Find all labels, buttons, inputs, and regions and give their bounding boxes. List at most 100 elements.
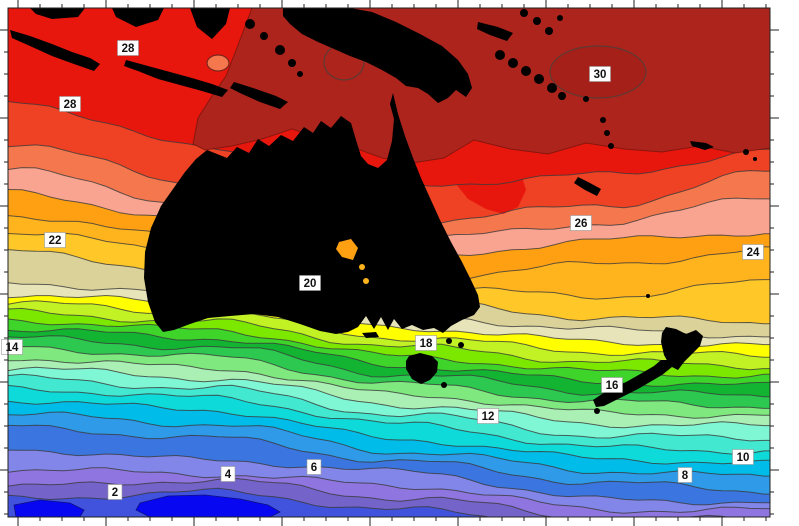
contour-label-value: 16 bbox=[606, 380, 619, 392]
land-fiji-group bbox=[690, 141, 714, 150]
island-speck bbox=[297, 71, 303, 77]
contour-label: 22 bbox=[44, 232, 66, 248]
contour-label: 10 bbox=[732, 449, 754, 465]
lake-speck bbox=[359, 264, 365, 270]
contour-label-box bbox=[1, 339, 23, 355]
coldest-water-blob-2 bbox=[135, 494, 281, 517]
island-speck bbox=[275, 45, 285, 55]
island-speck bbox=[743, 149, 749, 155]
contour-label-value: 8 bbox=[682, 470, 689, 482]
land-java bbox=[10, 30, 100, 71]
contour-label-value: 26 bbox=[575, 218, 588, 230]
island-speck bbox=[594, 408, 600, 414]
land-tasmania bbox=[406, 353, 438, 384]
island-speck bbox=[446, 338, 452, 344]
island-speck bbox=[458, 342, 464, 348]
land-australia bbox=[144, 93, 480, 334]
contour-label-value: 30 bbox=[594, 69, 607, 81]
contour-label: 30 bbox=[589, 66, 611, 82]
contour-line-9 bbox=[8, 400, 770, 465]
contour-label-value: 28 bbox=[122, 43, 135, 55]
island-speck bbox=[600, 117, 606, 123]
contour-label: 16 bbox=[601, 377, 623, 393]
island-speck bbox=[547, 83, 557, 93]
contour-label-box bbox=[59, 96, 81, 112]
contour-label-value: 22 bbox=[49, 235, 62, 247]
island-speck bbox=[534, 74, 544, 84]
contour-line-19 bbox=[8, 300, 770, 358]
land-lesser-sunda-chain bbox=[124, 60, 228, 97]
contour-line-16 bbox=[8, 328, 770, 387]
coldest-water-blob-1 bbox=[13, 499, 85, 517]
contour-line-4 bbox=[8, 477, 730, 517]
plot-area bbox=[8, 8, 770, 517]
land-kangaroo-island bbox=[362, 332, 379, 338]
contour-label: 24 bbox=[742, 244, 764, 260]
contour-label-box bbox=[742, 244, 764, 260]
contour-line-5 bbox=[8, 467, 770, 514]
contour-label-box bbox=[117, 40, 139, 56]
contour-label-value: 28 bbox=[64, 99, 77, 111]
contour-label: 28 bbox=[117, 40, 139, 56]
contour-label: 2 bbox=[107, 484, 123, 500]
contour-label-value: 4 bbox=[225, 469, 232, 481]
contour-label-value: 6 bbox=[311, 462, 317, 474]
contour-label: 8 bbox=[677, 467, 693, 483]
contour-label-value: 2 bbox=[112, 487, 118, 499]
contour-label-box bbox=[299, 275, 321, 291]
island-speck bbox=[495, 50, 505, 60]
contour-label-box bbox=[415, 335, 437, 351]
contour-label: 6 bbox=[306, 459, 322, 475]
contour-line-18 bbox=[8, 307, 770, 371]
land-new-guinea bbox=[283, 8, 472, 103]
island-speck bbox=[245, 19, 255, 29]
island-speck bbox=[608, 143, 614, 149]
contour-label: 4 bbox=[220, 466, 236, 482]
island-speck bbox=[533, 17, 541, 25]
land-sulawesi-west bbox=[112, 8, 164, 27]
contour-label: 12 bbox=[477, 408, 499, 424]
contour-line-20 bbox=[8, 294, 770, 348]
contour-label: 28 bbox=[59, 96, 81, 112]
contour-label-box bbox=[589, 66, 611, 82]
contour-label-value: 18 bbox=[420, 338, 433, 350]
island-speck bbox=[557, 15, 563, 21]
island-speck bbox=[646, 294, 650, 298]
island-speck bbox=[521, 66, 531, 76]
island-speck bbox=[753, 157, 757, 161]
island-speck bbox=[558, 92, 566, 100]
land-new-zealand-north-island bbox=[661, 327, 703, 370]
island-speck bbox=[441, 382, 447, 388]
contour-line-10 bbox=[8, 384, 770, 455]
contour-line-7 bbox=[8, 424, 770, 495]
contour-label-value: 12 bbox=[482, 411, 495, 423]
contour-line-12 bbox=[8, 366, 770, 429]
contour-label-box bbox=[677, 467, 693, 483]
contour-label: 20 bbox=[299, 275, 321, 291]
lake-eyre bbox=[336, 239, 358, 260]
contour-label-box bbox=[477, 408, 499, 424]
contour-label: 18 bbox=[415, 335, 437, 351]
contour-line-11 bbox=[8, 373, 770, 442]
contour-label-value: 24 bbox=[747, 247, 760, 259]
contour-line-6 bbox=[8, 449, 770, 506]
land-new-zealand-south-island bbox=[593, 360, 672, 407]
land-borneo-south-coast bbox=[30, 8, 85, 19]
island-speck bbox=[508, 58, 518, 68]
contour-label-value: 10 bbox=[737, 452, 750, 464]
contour-label-box bbox=[601, 377, 623, 393]
contour-label-value: 20 bbox=[304, 278, 317, 290]
frame-border bbox=[7, 7, 771, 518]
land-new-britain bbox=[477, 22, 513, 41]
island-speck bbox=[288, 59, 296, 67]
contour-line-8 bbox=[8, 411, 770, 477]
lake-speck bbox=[363, 278, 369, 284]
contour-label-box bbox=[732, 449, 754, 465]
contour-label-box bbox=[220, 466, 236, 482]
island-speck bbox=[260, 32, 268, 40]
land-timor bbox=[230, 82, 288, 109]
island-speck bbox=[520, 9, 528, 17]
axis-frame bbox=[0, 0, 779, 526]
